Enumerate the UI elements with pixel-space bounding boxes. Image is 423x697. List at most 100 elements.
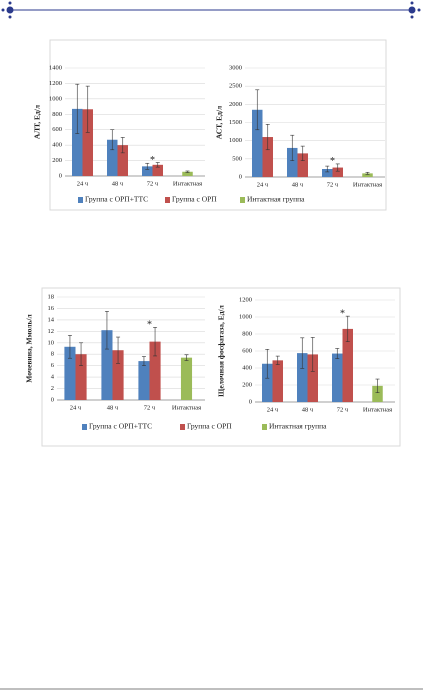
x-tick-label: 24 ч [267, 406, 279, 413]
error-bar [300, 145, 305, 161]
bar [82, 109, 93, 176]
y-tick-label: 18 [48, 293, 55, 300]
x-tick-label: 72 ч [144, 404, 156, 411]
header-rule [1, 1, 421, 19]
y-tick-label: 0 [51, 396, 54, 403]
y-tick-label: 2 [51, 385, 54, 392]
error-bar [375, 378, 380, 393]
error-bar [184, 354, 189, 361]
bar [180, 357, 193, 400]
bar [112, 350, 124, 400]
bar [152, 164, 163, 176]
x-tick-label: Интактная [363, 406, 392, 413]
y-tick-label: 0 [249, 398, 252, 405]
y-tick-label: 800 [52, 111, 62, 118]
annotation: * [330, 156, 335, 167]
bar [149, 341, 161, 400]
y-tick-label: 16 [48, 305, 55, 312]
bar [75, 354, 87, 400]
y-tick-label: 0 [239, 173, 242, 180]
error-bar [325, 165, 330, 173]
x-tick-label: 48 ч [112, 180, 124, 187]
error-bar [290, 134, 295, 161]
error-bar [255, 89, 260, 131]
bar [117, 145, 128, 176]
error-bar [335, 348, 340, 359]
legend-swatch [82, 424, 87, 430]
x-tick-label: Интактная [172, 404, 201, 411]
x-tick-label: 72 ч [337, 406, 349, 413]
error-bar [79, 342, 84, 366]
bar [287, 147, 298, 177]
error-bar [110, 129, 115, 151]
error-bar [104, 311, 109, 350]
x-tick-label: 24 ч [257, 181, 269, 188]
y-axis-title: Щелочная фосфатаза, Ед/л [217, 304, 226, 396]
y-tick-label: 8 [51, 351, 54, 358]
bar [101, 330, 113, 400]
bar [322, 169, 333, 177]
x-tick-label: Интактная [173, 180, 202, 187]
error-bar [153, 327, 158, 357]
x-tick-label: 24 ч [70, 404, 82, 411]
y-tick-label: 1200 [49, 80, 62, 87]
error-bar [85, 85, 90, 133]
figure-frame [41, 287, 401, 447]
error-bar [365, 171, 370, 175]
y-tick-label: 10 [48, 339, 55, 346]
y-tick-label: 600 [242, 347, 252, 354]
x-tick-label: 24 ч [77, 180, 89, 187]
x-tick-label: 72 ч [147, 180, 159, 187]
annotation: * [150, 155, 155, 166]
y-tick-label: 400 [52, 142, 62, 149]
y-tick-label: 14 [48, 316, 55, 323]
x-tick-label: 48 ч [292, 181, 304, 188]
bar [332, 167, 343, 177]
legend-label: Интактная группа [247, 195, 305, 204]
y-tick-label: 800 [242, 330, 252, 337]
legend-swatch [78, 197, 83, 203]
y-tick-label: 2500 [229, 83, 242, 90]
y-axis-title: АСТ, Ед/л [215, 105, 224, 139]
legend-swatch [180, 424, 185, 430]
bar [342, 328, 353, 402]
bar [142, 166, 153, 176]
error-bar [67, 335, 72, 359]
bar [107, 139, 118, 176]
y-tick-label: 1400 [49, 64, 62, 71]
y-tick-label: 400 [242, 364, 252, 371]
y-tick-label: 6 [51, 362, 55, 369]
error-bar [310, 337, 315, 372]
y-tick-label: 0 [59, 172, 62, 179]
error-bar [300, 337, 305, 369]
bar [262, 137, 273, 177]
y-tick-label: 600 [52, 126, 62, 133]
error-bar [265, 348, 270, 379]
bar [307, 354, 318, 402]
bar [252, 109, 263, 177]
x-tick-label: 48 ч [302, 406, 314, 413]
bar [64, 346, 76, 400]
bar [138, 361, 150, 400]
annotation: * [147, 320, 152, 331]
y-tick-label: 1000 [229, 137, 242, 144]
error-bar [265, 124, 270, 151]
error-bar [75, 83, 80, 134]
y-tick-label: 2000 [229, 101, 242, 108]
bar [72, 108, 83, 176]
legend-label: Интактная группа [269, 422, 327, 431]
legend-swatch [165, 197, 170, 203]
y-tick-label: 1500 [229, 119, 242, 126]
y-tick-label: 12 [48, 328, 55, 335]
y-tick-label: 4 [51, 374, 55, 381]
error-bar [185, 170, 190, 173]
error-bar [345, 315, 350, 342]
legend-swatch [262, 424, 267, 430]
y-tick-label: 500 [232, 155, 242, 162]
y-tick-label: 200 [242, 381, 252, 388]
bar [362, 173, 373, 177]
error-bar [335, 163, 340, 172]
x-tick-label: Интактная [353, 181, 382, 188]
